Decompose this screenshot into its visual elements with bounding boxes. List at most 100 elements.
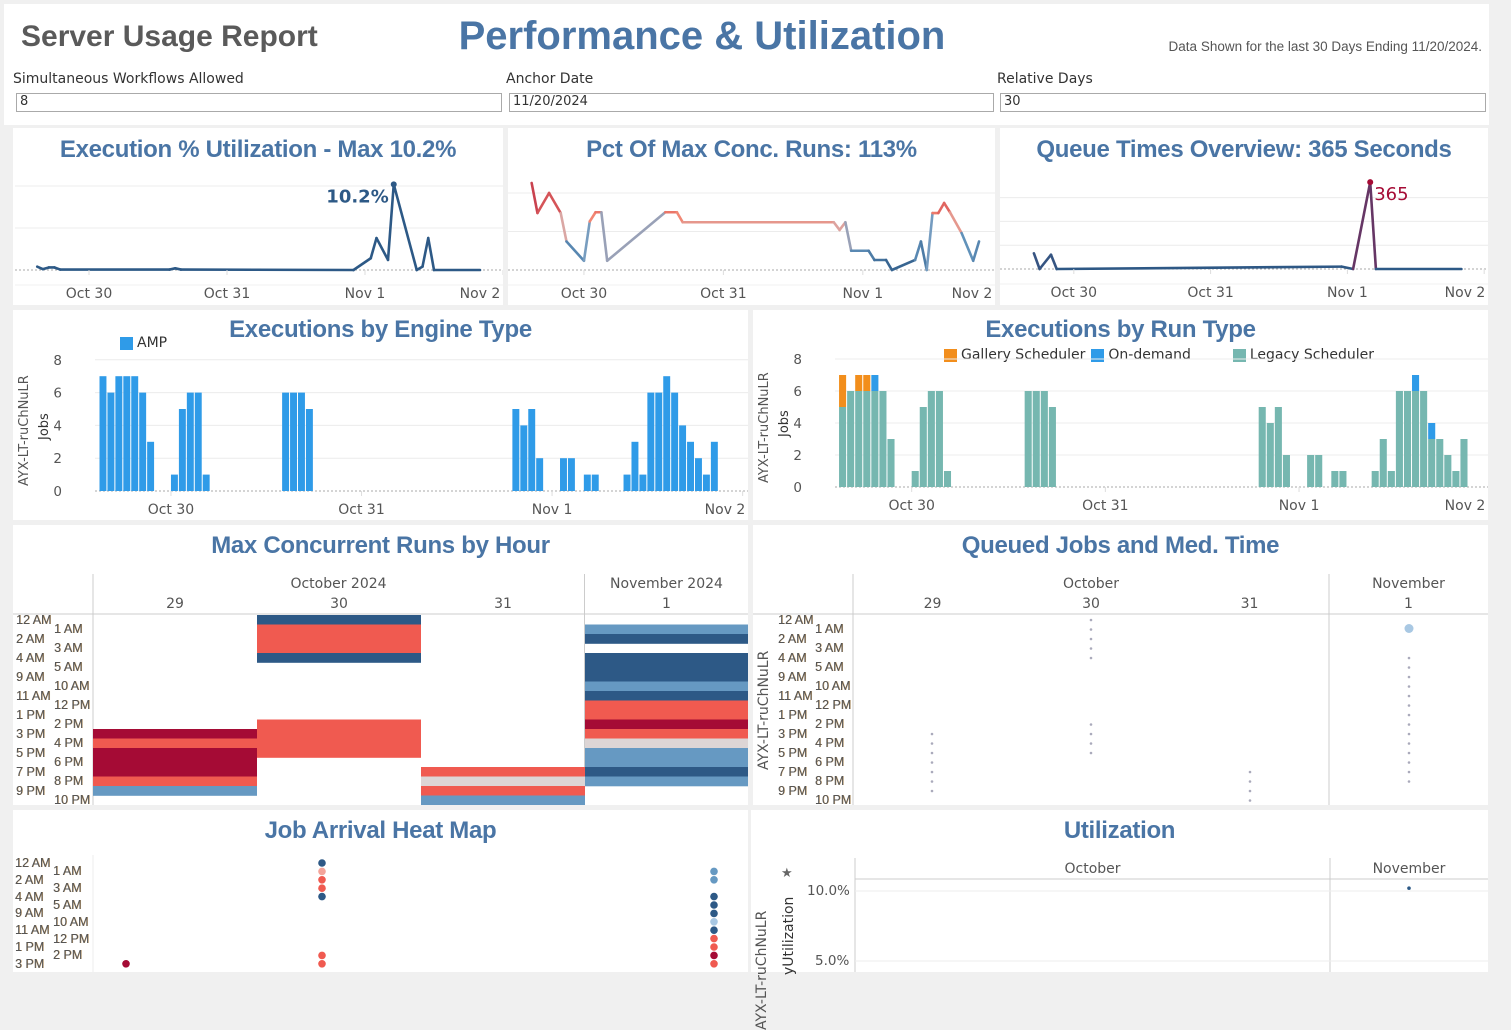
heatmap-cell	[585, 777, 748, 787]
line-segment	[532, 183, 538, 213]
param-label-relative-days: Relative Days	[997, 71, 1093, 87]
heatmap-cell	[421, 767, 585, 777]
heatmap-cell	[585, 767, 748, 777]
heatmap-cell	[585, 691, 748, 701]
heatmap-cell	[585, 701, 748, 711]
anchor-date-input[interactable]: 11/20/2024	[509, 93, 994, 112]
queued-point	[1249, 780, 1252, 783]
line-segment	[354, 258, 371, 270]
queued-point	[1090, 628, 1093, 631]
amp-bar	[123, 376, 130, 491]
arrival-dot	[318, 868, 326, 876]
amp-bar	[663, 376, 670, 491]
amp-bar	[711, 442, 718, 491]
arrival-dot	[318, 859, 326, 867]
heatmap-cell	[257, 748, 421, 758]
amp-bar	[306, 409, 313, 491]
line-segment	[394, 184, 417, 270]
line-segment	[590, 212, 596, 221]
line-segment	[950, 212, 962, 233]
y-tick-label: 6	[793, 384, 802, 400]
utilization-chart	[751, 855, 1488, 972]
legacy-bar	[1420, 391, 1427, 487]
line-segment	[1342, 267, 1353, 269]
amp-bar	[679, 425, 686, 491]
x-tick-label: Oct 30	[1051, 285, 1097, 301]
line-segment	[607, 212, 665, 261]
amp-bar	[592, 475, 599, 491]
amp-bar	[520, 425, 527, 491]
heatmap-cell	[585, 720, 748, 730]
queued-jobs-chart	[753, 570, 1488, 805]
legacy-bar	[1396, 391, 1403, 487]
line-segment	[938, 203, 944, 213]
legacy-bar	[1404, 391, 1411, 487]
legacy-bar	[847, 391, 854, 487]
queued-point	[1408, 742, 1411, 745]
x-tick-label: Oct 31	[1187, 285, 1233, 301]
heatmap-cell	[585, 625, 748, 635]
arrival-dot	[710, 901, 718, 909]
amp-bar	[639, 475, 646, 491]
queued-point	[1408, 657, 1411, 660]
arrival-dot	[318, 893, 326, 901]
y-tick-label: 6	[53, 386, 62, 402]
x-tick-label: Nov 1	[1327, 285, 1368, 301]
x-tick-label: Nov 2	[460, 286, 501, 302]
x-tick-label: Nov 2	[1445, 285, 1486, 301]
legacy-bar	[944, 471, 951, 487]
x-tick-label: Nov 2	[952, 286, 993, 302]
arrival-dot	[318, 960, 326, 968]
line-segment	[1040, 255, 1051, 269]
queued-point	[1249, 799, 1252, 802]
arrival-dot	[318, 884, 326, 892]
arrival-dot	[710, 952, 718, 960]
heatmap-cell	[257, 720, 421, 730]
queued-point	[931, 733, 934, 736]
y-tick-label: 8	[53, 353, 62, 369]
heatmap-cell	[585, 739, 748, 749]
y-tick-label: 2	[793, 448, 802, 464]
workflows-allowed-input[interactable]: 8	[16, 93, 502, 112]
amp-bar	[647, 393, 654, 491]
queued-point	[931, 790, 934, 793]
queued-point	[1249, 790, 1252, 793]
line-segment	[1051, 255, 1057, 269]
arrival-dot	[710, 910, 718, 918]
queued-jobs-title: Queued Jobs and Med. Time	[753, 532, 1488, 560]
max-marker	[391, 181, 397, 187]
queued-point	[1408, 761, 1411, 764]
legacy-bar	[1452, 471, 1459, 487]
queued-point	[1408, 733, 1411, 736]
queued-point	[1408, 752, 1411, 755]
legacy-bar	[871, 391, 878, 487]
arrival-dot	[710, 876, 718, 884]
heatmap-cell	[93, 767, 257, 777]
relative-days-input[interactable]: 30	[1000, 93, 1486, 112]
main-title: Performance & Utilization	[457, 14, 947, 59]
line-segment	[869, 251, 875, 260]
utilization-point	[1407, 886, 1411, 890]
amp-bar	[624, 475, 631, 491]
legacy-bar	[1436, 439, 1443, 487]
y-tick-label: 2	[53, 451, 62, 467]
arrival-dot	[710, 868, 718, 876]
x-tick-label: Oct 31	[338, 502, 384, 518]
heatmap-cell	[585, 672, 748, 682]
x-tick-label: Oct 30	[561, 286, 607, 302]
line-segment	[584, 221, 590, 260]
max-concurrent-title: Max Concurrent Runs by Hour	[13, 532, 748, 560]
amp-bar	[298, 393, 305, 491]
y-tick-label: 4	[793, 416, 802, 432]
legacy-bar	[1388, 471, 1395, 487]
legacy-bar	[1428, 439, 1435, 487]
amp-bar	[115, 376, 122, 491]
amp-bar	[631, 442, 638, 491]
legacy-bar	[936, 391, 943, 487]
heatmap-cell	[421, 796, 585, 806]
line-segment	[567, 242, 584, 261]
gallery-bar	[839, 375, 846, 407]
